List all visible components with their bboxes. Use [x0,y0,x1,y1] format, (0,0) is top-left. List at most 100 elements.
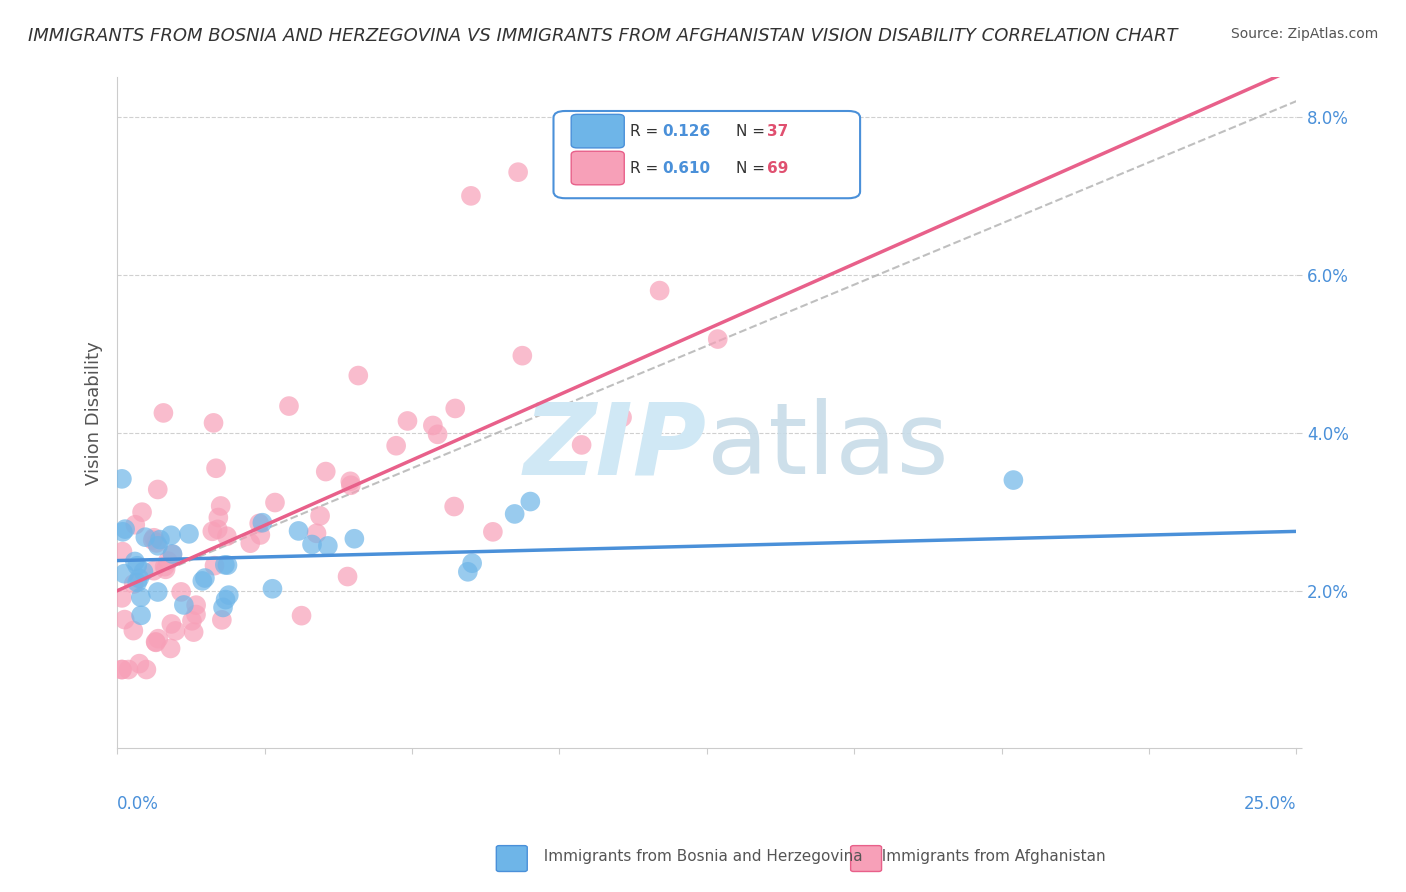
Text: 0.610: 0.610 [662,161,710,176]
Point [148,632,170,646]
Point [162,547,184,561]
Point [278,399,301,413]
Point [173,598,195,612]
Point [111,472,134,486]
Point [461,556,484,570]
Text: ZIP: ZIP [524,398,707,495]
Point [211,613,233,627]
Point [207,522,229,536]
Point [170,585,193,599]
Point [142,533,165,547]
Point [482,524,505,539]
Text: 37: 37 [766,124,789,138]
Point [145,536,167,550]
Point [444,401,467,416]
Point [339,475,361,489]
Text: Immigrants from Afghanistan: Immigrants from Afghanistan [872,849,1105,863]
Point [519,494,541,508]
Point [249,528,271,542]
Point [135,663,157,677]
Point [215,529,238,543]
Point [1002,473,1025,487]
Point [340,478,363,492]
Point [128,657,150,671]
Point [218,588,240,602]
Text: N =: N = [737,161,770,176]
Point [205,461,228,475]
Point [134,530,156,544]
Point [184,598,207,612]
Point [160,616,183,631]
Point [201,524,224,539]
Point [162,548,184,562]
Point [160,528,183,542]
FancyBboxPatch shape [554,111,860,198]
Point [184,607,207,622]
Point [247,516,270,531]
Point [111,591,134,605]
Point [128,571,150,585]
Point [396,414,419,428]
Point [145,635,167,649]
Point [571,438,593,452]
Point [287,524,309,538]
Point [122,624,145,638]
Point [217,558,239,573]
Point [347,368,370,383]
Point [460,189,482,203]
Point [142,531,165,545]
Point [422,418,444,433]
Point [207,510,229,524]
Point [146,539,169,553]
Point [181,614,204,628]
Point [122,577,145,591]
Point [212,600,235,615]
Point [648,284,671,298]
Point [457,565,479,579]
Point [209,499,232,513]
Text: 25.0%: 25.0% [1244,796,1296,814]
Point [316,539,339,553]
Text: 0.126: 0.126 [662,124,710,138]
Point [153,559,176,574]
Point [262,582,284,596]
Text: Source: ZipAtlas.com: Source: ZipAtlas.com [1230,27,1378,41]
Point [214,558,236,572]
Point [132,565,155,579]
Text: R =: R = [630,124,664,138]
Point [301,537,323,551]
FancyBboxPatch shape [571,152,624,185]
Point [336,569,359,583]
Point [131,505,153,519]
Point [129,590,152,604]
Point [129,608,152,623]
Point [114,613,136,627]
Point [309,508,332,523]
Point [156,554,179,568]
Text: 0.0%: 0.0% [117,796,159,814]
Point [146,483,169,497]
Point [155,562,177,576]
Point [239,536,262,550]
Point [214,592,236,607]
Y-axis label: Vision Disability: Vision Disability [86,341,103,485]
Point [111,663,134,677]
Text: N =: N = [737,124,770,138]
Point [426,427,449,442]
Point [204,558,226,573]
Point [149,533,172,547]
Point [152,406,174,420]
Text: Immigrants from Bosnia and Herzegovina: Immigrants from Bosnia and Herzegovina [534,849,863,863]
Point [117,663,139,677]
Text: 69: 69 [766,161,789,176]
Point [508,165,530,179]
Point [114,522,136,536]
Point [202,416,225,430]
Point [111,663,134,677]
Point [706,332,728,346]
Point [385,439,408,453]
Point [159,641,181,656]
Point [512,349,534,363]
Point [124,554,146,568]
Point [252,516,274,530]
